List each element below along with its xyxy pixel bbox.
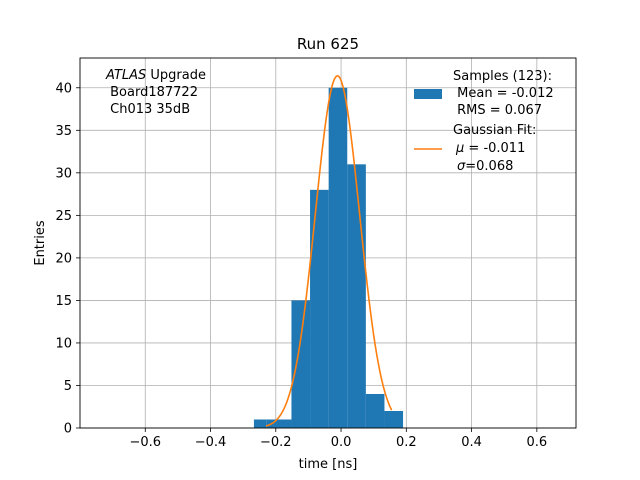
x-tick-label: 0.0 — [331, 435, 352, 450]
histogram-bar — [365, 393, 385, 428]
legend-fit-line-1: Gaussian Fit: — [453, 123, 536, 138]
histogram-bar — [347, 164, 366, 428]
legend-fit-line-2: μ = -0.011 — [455, 141, 525, 156]
histogram-bars — [253, 87, 404, 429]
y-tick-label: 15 — [55, 294, 72, 309]
legend-hist-line-1: Samples (123): — [453, 69, 552, 84]
legend-sigma-value: =0.068 — [465, 159, 513, 174]
y-tick-label: 5 — [64, 379, 72, 394]
legend-hist-line-2: Mean = -0.012 — [453, 86, 554, 101]
y-tick-label: 35 — [55, 124, 72, 139]
x-tick-label: 0.4 — [461, 435, 482, 450]
histogram-bar — [328, 87, 348, 429]
y-axis-label: Entries — [33, 220, 48, 266]
legend-mu-value: = -0.011 — [464, 141, 525, 156]
plot-frame — [79, 57, 577, 429]
gaussian-fit-curve — [265, 75, 393, 427]
x-ticks: −0.6 −0.4 −0.2 0.0 0.2 0.4 0.6 — [129, 428, 547, 450]
histogram-bar — [253, 419, 267, 428]
y-tick-label: 20 — [55, 251, 72, 266]
chart-title: Run 625 — [297, 35, 359, 53]
y-tick-label: 10 — [55, 336, 72, 351]
histogram-bar — [310, 189, 329, 428]
fit-layer — [265, 75, 393, 427]
legend-hist-line-3: RMS = 0.067 — [453, 103, 542, 118]
legend-sigma-symbol: σ — [457, 159, 466, 174]
y-ticks: 0 5 10 15 20 25 30 35 40 — [55, 81, 80, 437]
x-axis-label: time [ns] — [299, 457, 358, 472]
x-tick-label: −0.6 — [129, 435, 161, 450]
x-tick-label: −0.4 — [195, 435, 227, 450]
x-tick-label: −0.2 — [260, 435, 292, 450]
legend-mu-symbol: μ — [455, 141, 464, 156]
legend: Samples (123): Mean = -0.012 RMS = 0.067… — [414, 69, 554, 174]
histogram-bar — [384, 410, 404, 428]
y-tick-label: 0 — [64, 422, 72, 437]
histogram-bar — [291, 300, 311, 428]
y-tick-label: 40 — [55, 81, 72, 96]
annotation-upgrade: Upgrade — [146, 68, 206, 83]
y-tick-label: 30 — [55, 166, 72, 181]
y-tick-label: 25 — [55, 209, 72, 224]
annotation-line-3: Ch013 35dB — [106, 102, 190, 117]
annotation-line-2: Board187722 — [106, 85, 198, 100]
x-tick-label: 0.6 — [526, 435, 547, 450]
histogram-bar — [266, 419, 292, 428]
annotation-atlas: ATLAS — [105, 68, 146, 83]
annotation-line-1: ATLAS Upgrade — [105, 68, 206, 83]
legend-hist-swatch — [414, 89, 442, 99]
x-tick-label: 0.2 — [396, 435, 417, 450]
legend-fit-line-3: σ=0.068 — [457, 159, 513, 174]
